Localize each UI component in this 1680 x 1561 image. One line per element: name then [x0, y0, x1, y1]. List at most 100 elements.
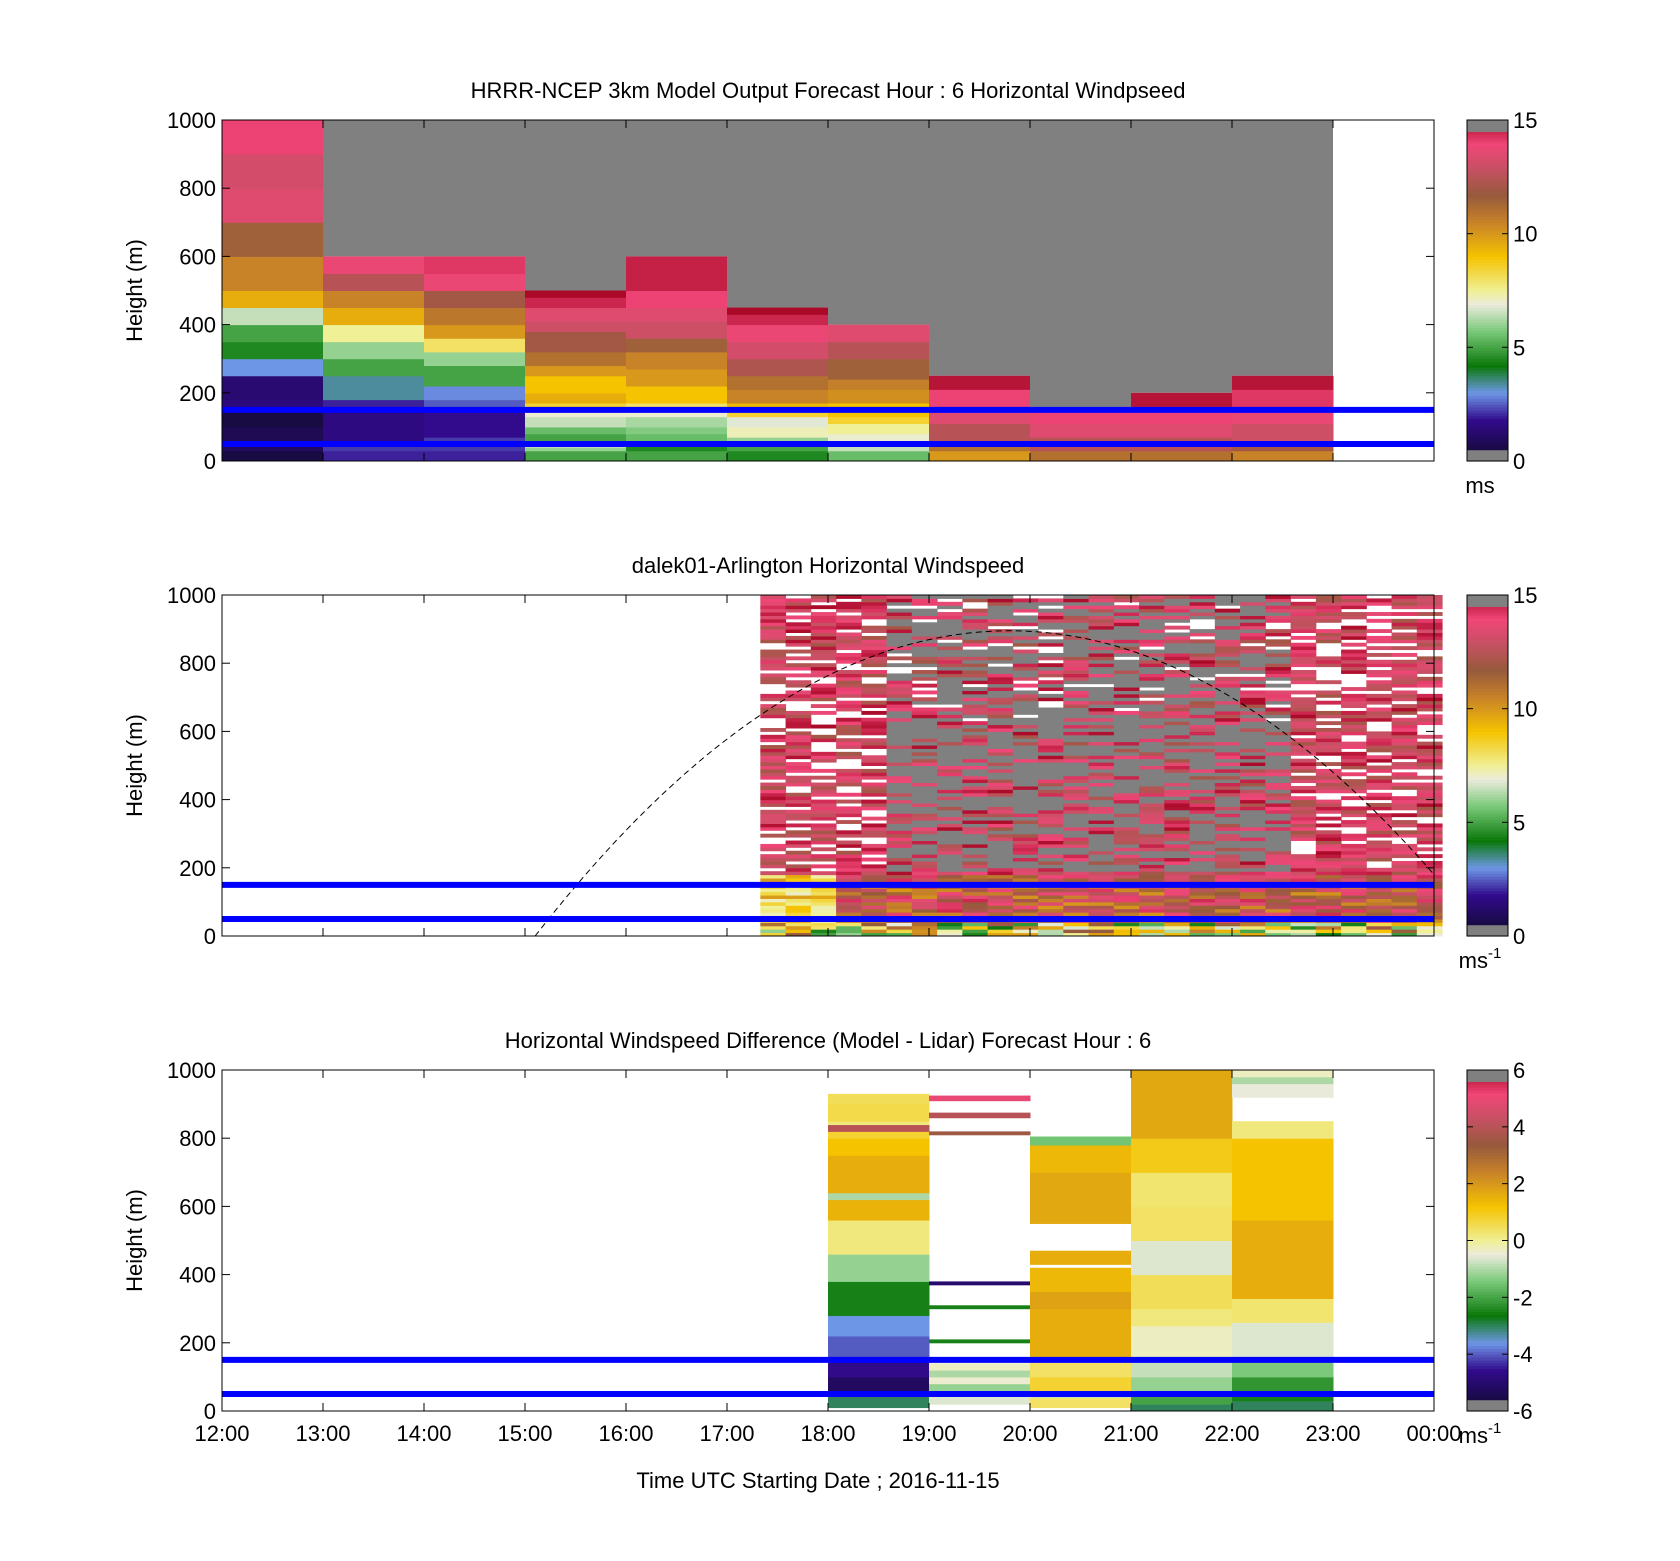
heatmap-cell [1214, 676, 1241, 681]
heatmap-cell [1341, 652, 1367, 657]
heatmap-cell [810, 830, 837, 835]
missing-cell [962, 731, 989, 736]
heatmap-cell [1240, 932, 1266, 937]
missing-cell [1038, 765, 1064, 770]
heatmap-cell [1164, 595, 1191, 599]
heatmap-cell [810, 809, 837, 814]
missing-cell [1240, 857, 1266, 862]
missing-cell [1139, 670, 1165, 674]
heatmap-cell [1315, 734, 1342, 739]
heatmap-cell [1189, 809, 1216, 814]
heatmap-cell [836, 813, 862, 818]
missing-cell [1088, 629, 1115, 634]
colorbar-swatch [1467, 734, 1508, 738]
missing-cell [1139, 826, 1165, 831]
heatmap-cell [1139, 806, 1165, 811]
heatmap-cell [1315, 932, 1342, 937]
heatmap-cell [810, 615, 837, 620]
heatmap-cell [1265, 874, 1292, 879]
heatmap-cell [1038, 782, 1064, 787]
heatmap-cell [1391, 707, 1418, 712]
heatmap-cell [1366, 700, 1393, 705]
heatmap-cell [1416, 932, 1443, 937]
heatmap-cell [1113, 796, 1140, 801]
missing-cell [1063, 768, 1090, 773]
heatmap-cell [785, 775, 812, 780]
heatmap-cell [760, 693, 787, 698]
colorbar-swatch [1467, 614, 1508, 619]
heatmap-cell [1139, 908, 1165, 913]
heatmap-cell [1038, 874, 1064, 879]
heatmap-cell [1366, 792, 1393, 797]
heatmap-cell [1265, 598, 1292, 603]
heatmap-cell [785, 745, 812, 749]
heatmap-cell [987, 639, 1014, 644]
missing-cell [1063, 813, 1090, 818]
colorbar-swatch [1467, 791, 1508, 795]
heatmap-cell [810, 854, 837, 859]
heatmap-cell [1366, 710, 1393, 715]
heatmap-cell [1088, 731, 1115, 736]
heatmap-cell [1240, 929, 1266, 934]
missing-cell [1113, 635, 1140, 640]
heatmap-cell [1290, 768, 1317, 773]
heatmap-cell [1139, 700, 1165, 705]
missing-cell [937, 775, 963, 780]
heatmap-cell [785, 731, 812, 736]
heatmap-cell [424, 385, 526, 401]
heatmap-cell [1341, 796, 1367, 801]
missing-cell [1240, 595, 1266, 599]
missing-cell [1164, 683, 1191, 688]
colorbar-swatch [1467, 154, 1508, 158]
heatmap-cell [1189, 659, 1216, 664]
heatmap-cell [1063, 724, 1090, 729]
missing-cell [1214, 779, 1241, 784]
heatmap-cell [861, 745, 888, 749]
heatmap-cell [828, 450, 930, 462]
missing-cell [987, 721, 1014, 726]
heatmap-cell [810, 837, 837, 842]
missing-cell [937, 734, 963, 739]
heatmap-cell [861, 727, 888, 732]
missing-cell [1038, 847, 1064, 852]
heatmap-cell [886, 929, 913, 934]
x-tick-label: 19:00 [901, 1421, 956, 1446]
missing-cell [1139, 796, 1165, 801]
heatmap-cell [760, 901, 787, 906]
missing-cell [1088, 840, 1115, 845]
missing-cell [1139, 656, 1165, 661]
heatmap-cell [937, 905, 963, 910]
missing-cell [1113, 673, 1140, 678]
heatmap-cell [1240, 755, 1266, 760]
heatmap-cell [1139, 867, 1165, 872]
colorbar-swatch [1467, 137, 1508, 141]
heatmap-cell [1315, 714, 1342, 719]
missing-cell [1038, 731, 1064, 736]
heatmap-cell [828, 1376, 930, 1395]
heatmap-cell [937, 874, 963, 879]
heatmap-cell [1341, 888, 1367, 893]
missing-cell [962, 823, 989, 828]
heatmap-cell [760, 929, 787, 934]
heatmap-cell [1290, 710, 1317, 715]
colorbar-swatch [1467, 256, 1508, 260]
heatmap-cell [323, 409, 425, 442]
missing-cell [911, 857, 938, 862]
missing-cell [886, 755, 913, 760]
heatmap-cell [626, 321, 728, 339]
heatmap-cell [962, 625, 989, 630]
heatmap-cell [1240, 878, 1266, 882]
heatmap-cell [1240, 891, 1266, 896]
heatmap-cell [1012, 833, 1039, 838]
colorbar-swatch [1467, 1311, 1508, 1315]
heatmap-cell [1315, 768, 1342, 773]
colorbar-swatch [1467, 168, 1508, 172]
heatmap-cell [1315, 741, 1342, 746]
heatmap-cell [760, 762, 787, 766]
heatmap-cell [861, 605, 888, 610]
heatmap-cell [1189, 878, 1216, 882]
missing-cell [1164, 813, 1191, 818]
missing-cell [1164, 646, 1191, 651]
heatmap-cell [962, 830, 989, 835]
colorbar-swatch [1467, 839, 1508, 843]
